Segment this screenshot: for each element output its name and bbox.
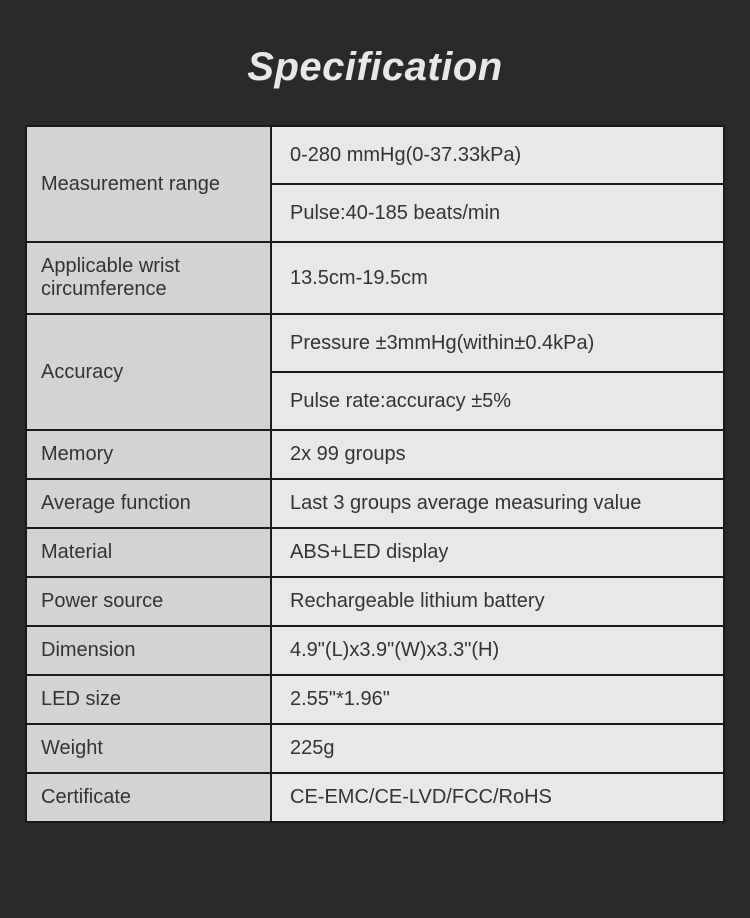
spec-value: 13.5cm-19.5cm (271, 242, 724, 314)
table-row: Dimension 4.9"(L)x3.9"(W)x3.3"(H) (26, 626, 724, 675)
spec-value: Pulse rate:accuracy ±5% (271, 372, 724, 430)
table-row: Accuracy Pressure ±3mmHg(within±0.4kPa) (26, 314, 724, 372)
spec-value: 0-280 mmHg(0-37.33kPa) (271, 126, 724, 184)
table-row: Weight 225g (26, 724, 724, 773)
spec-table: Measurement range 0-280 mmHg(0-37.33kPa)… (25, 125, 725, 823)
spec-label: Accuracy (26, 314, 271, 430)
spec-label: Certificate (26, 773, 271, 822)
spec-label: LED size (26, 675, 271, 724)
table-row: LED size 2.55"*1.96" (26, 675, 724, 724)
spec-value: Pressure ±3mmHg(within±0.4kPa) (271, 314, 724, 372)
table-row: Power source Rechargeable lithium batter… (26, 577, 724, 626)
spec-label: Memory (26, 430, 271, 479)
spec-label: Measurement range (26, 126, 271, 242)
spec-label: Weight (26, 724, 271, 773)
spec-value: 2x 99 groups (271, 430, 724, 479)
spec-label: Dimension (26, 626, 271, 675)
table-row: Measurement range 0-280 mmHg(0-37.33kPa) (26, 126, 724, 184)
spec-value: Pulse:40-185 beats/min (271, 184, 724, 242)
table-row: Certificate CE-EMC/CE-LVD/FCC/RoHS (26, 773, 724, 822)
spec-label: Power source (26, 577, 271, 626)
table-row: Memory 2x 99 groups (26, 430, 724, 479)
spec-value: Last 3 groups average measuring value (271, 479, 724, 528)
spec-value: ABS+LED display (271, 528, 724, 577)
spec-value: CE-EMC/CE-LVD/FCC/RoHS (271, 773, 724, 822)
table-row: Material ABS+LED display (26, 528, 724, 577)
spec-label: Material (26, 528, 271, 577)
spec-container: Specification Measurement range 0-280 mm… (0, 0, 750, 918)
table-row: Applicable wrist circumference 13.5cm-19… (26, 242, 724, 314)
spec-label: Average function (26, 479, 271, 528)
spec-label: Applicable wrist circumference (26, 242, 271, 314)
spec-value: Rechargeable lithium battery (271, 577, 724, 626)
page-title: Specification (0, 0, 750, 125)
spec-value: 4.9"(L)x3.9"(W)x3.3"(H) (271, 626, 724, 675)
spec-value: 2.55"*1.96" (271, 675, 724, 724)
spec-value: 225g (271, 724, 724, 773)
table-row: Average function Last 3 groups average m… (26, 479, 724, 528)
